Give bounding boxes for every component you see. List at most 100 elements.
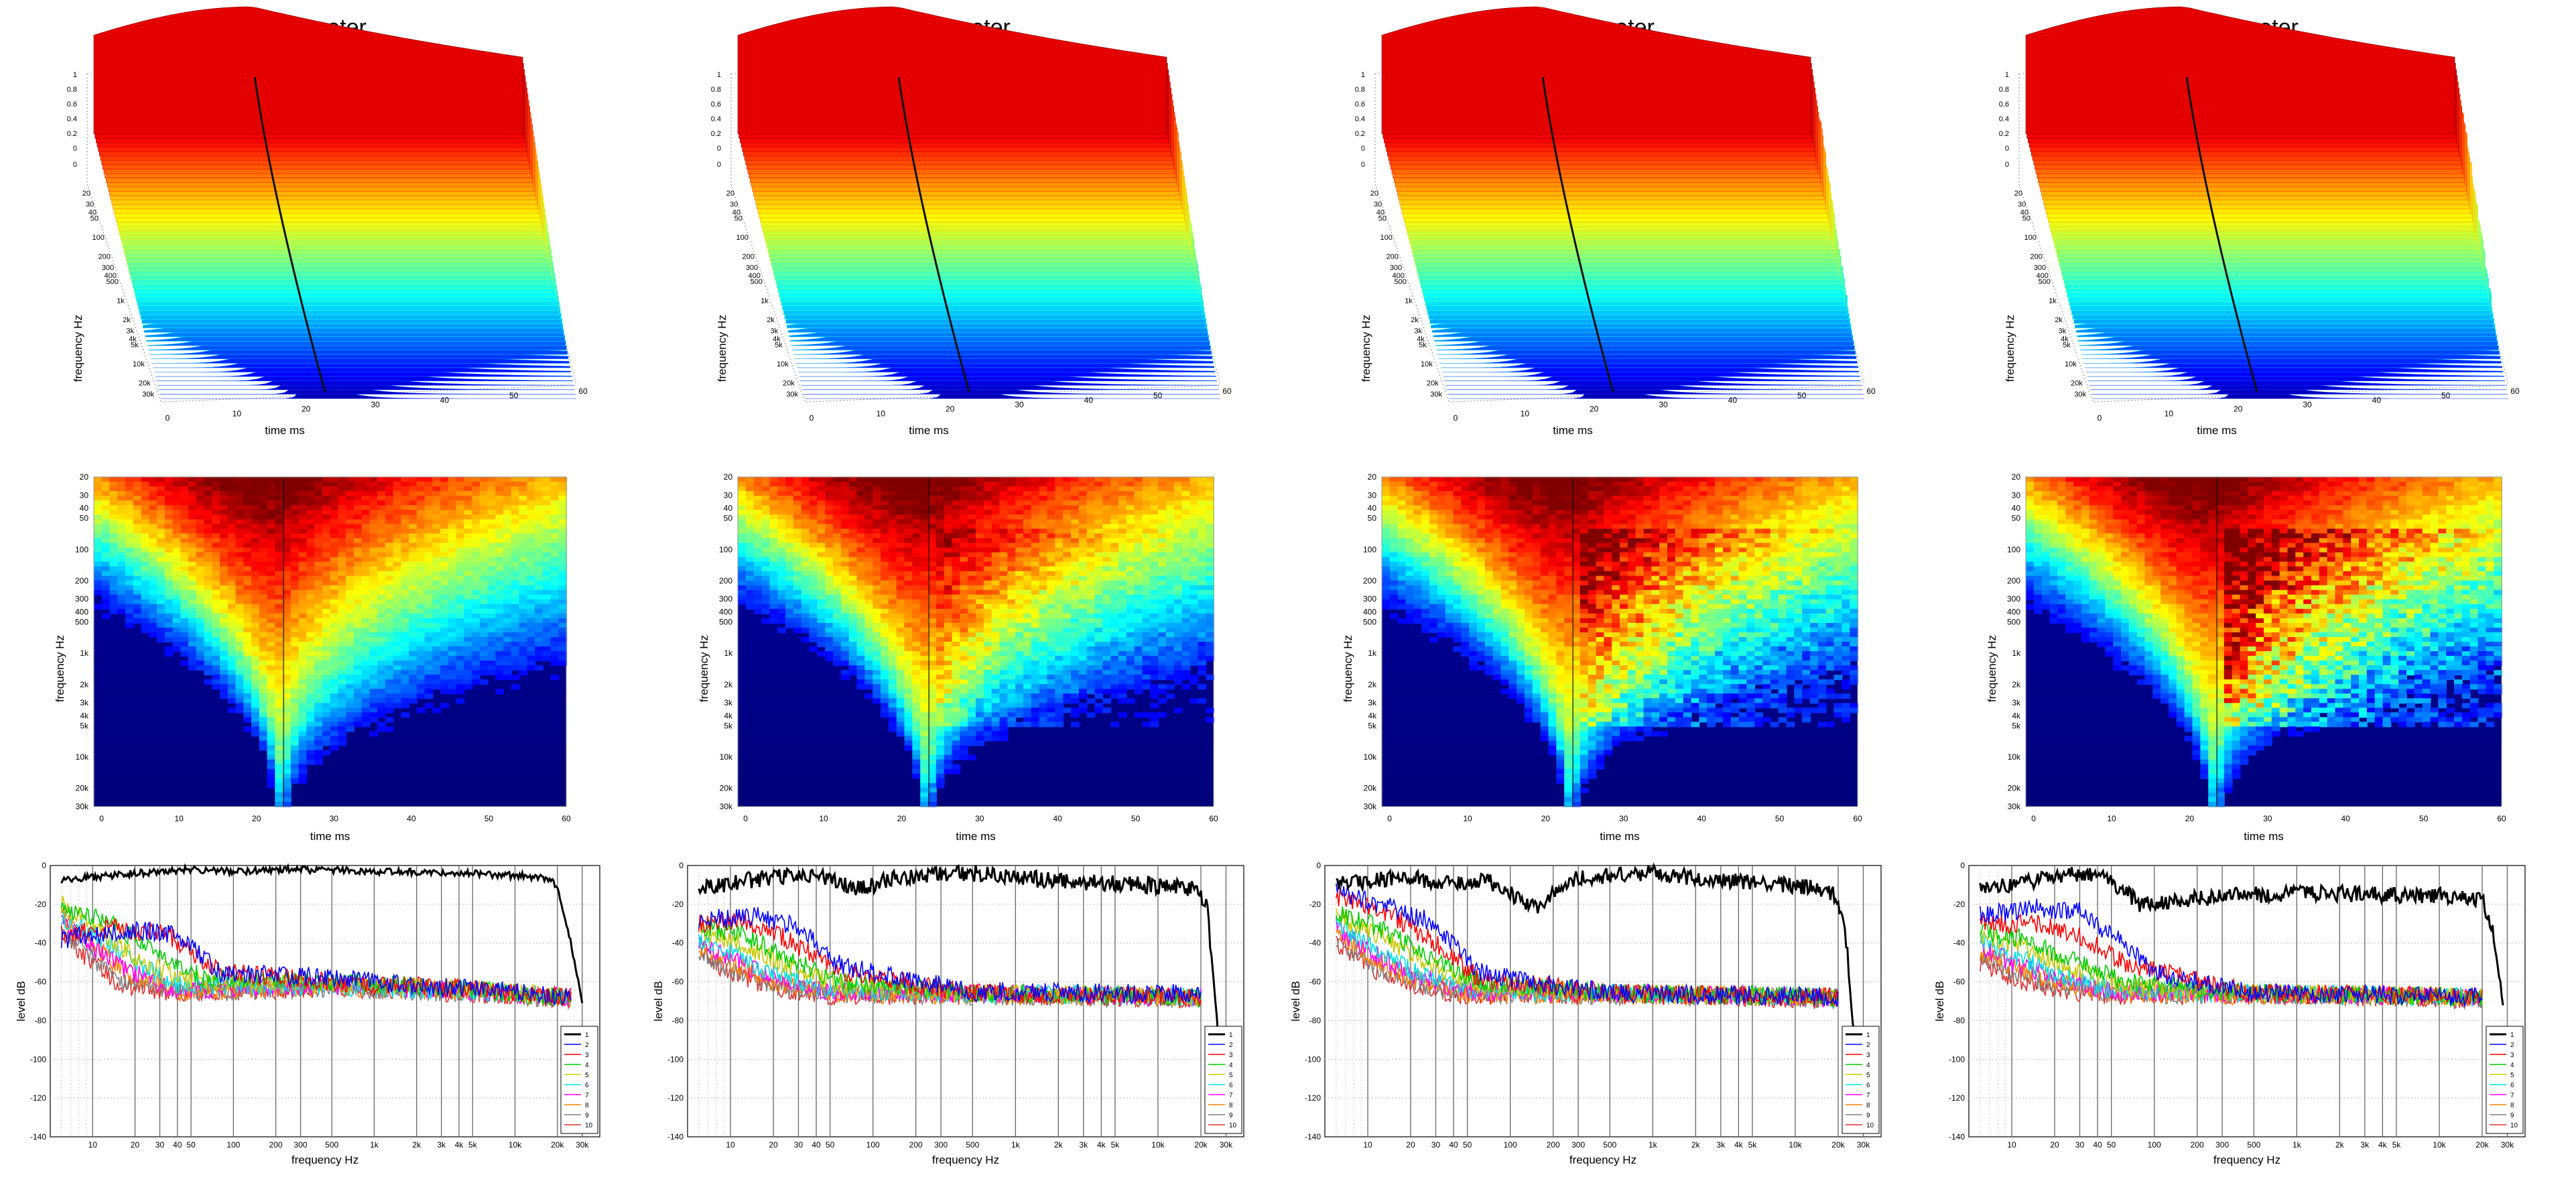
- heatmap-cell: [495, 571, 504, 577]
- heatmap-cell: [897, 553, 905, 558]
- heatmap-cell: [432, 623, 441, 628]
- heatmap-cell: [551, 524, 560, 529]
- heatmap-cell: [1047, 571, 1056, 577]
- heatmap-cell: [432, 637, 441, 642]
- heatmap-cell: [825, 623, 834, 628]
- heatmap-cell: [849, 538, 858, 543]
- heatmap-cell: [180, 482, 189, 487]
- heatmap-cell: [102, 576, 111, 581]
- heatmap-cell: [864, 533, 873, 539]
- heatmap-cell: [984, 543, 992, 548]
- heatmap-cell: [464, 684, 472, 689]
- heatmap-cell: [299, 637, 308, 642]
- heatmap-cell: [920, 496, 929, 501]
- heatmap-cell: [204, 656, 213, 661]
- heatmap-cell: [314, 693, 323, 699]
- heatmap-cell: [299, 712, 308, 717]
- heatmap-cell: [425, 656, 434, 661]
- heatmap-cell: [897, 600, 905, 605]
- heatmap-cell: [746, 505, 755, 510]
- heatmap-cell: [456, 500, 465, 506]
- heatmap-cell: [117, 553, 126, 558]
- heatmap-cell: [157, 557, 166, 563]
- heatmap-cell: [417, 562, 426, 567]
- heatmap-cell: [1174, 614, 1183, 619]
- heatmap-cell: [275, 538, 283, 543]
- heatmap-cell: [1071, 500, 1080, 506]
- heatmap-cell: [519, 538, 528, 543]
- heatmap-cell: [220, 618, 229, 624]
- heatmap-cell: [841, 571, 850, 577]
- heatmap-cell: [1118, 609, 1127, 614]
- heatmap-cell: [488, 600, 497, 605]
- heatmap-cell: [769, 524, 778, 529]
- heatmap-cell: [503, 500, 512, 506]
- heatmap-cell: [259, 614, 268, 619]
- heatmap-cell: [267, 590, 276, 596]
- heatmap-cell: [905, 486, 913, 492]
- heatmap-cell: [401, 609, 409, 614]
- heatmap-cell: [864, 524, 873, 529]
- heatmap-cell: [558, 595, 567, 600]
- heatmap-cell: [180, 618, 189, 624]
- heatmap-cell: [769, 514, 778, 520]
- heatmap-cell: [810, 543, 818, 548]
- heatmap-cell: [488, 491, 497, 496]
- heatmap-cell: [251, 557, 260, 563]
- heatmap-cell: [952, 553, 961, 558]
- heatmap-cell: [952, 576, 961, 581]
- heatmap-cell: [236, 642, 245, 647]
- heatmap-cell: [825, 538, 834, 543]
- heatmap-cell: [196, 651, 205, 656]
- heatmap-cell: [801, 500, 810, 506]
- heatmap-cell: [212, 529, 220, 534]
- heatmap-cell: [306, 661, 315, 666]
- heatmap-cell: [464, 477, 472, 482]
- heatmap-cell: [1126, 491, 1135, 496]
- heatmap-cell: [777, 562, 786, 567]
- heatmap-cell: [188, 623, 197, 628]
- heatmap-cell: [275, 774, 283, 779]
- y-tick-label: -100: [30, 1054, 46, 1064]
- heatmap-cell: [1000, 567, 1009, 572]
- heatmap-cell: [976, 595, 984, 600]
- heatmap-cell: [936, 514, 945, 520]
- heatmap-cell: [527, 510, 535, 515]
- heatmap-cell: [769, 491, 778, 496]
- heatmap-cell: [196, 642, 205, 647]
- heatmap-cell: [369, 514, 378, 520]
- heatmap-cell: [432, 585, 441, 591]
- heatmap-cell: [889, 600, 897, 605]
- heatmap-cell: [338, 717, 346, 723]
- heatmap-cell: [857, 524, 866, 529]
- heatmap-cell: [920, 505, 929, 510]
- heatmap-cell: [228, 637, 237, 642]
- heatmap-cell: [777, 538, 786, 543]
- heatmap-cell: [527, 524, 535, 529]
- heatmap-cell: [558, 623, 567, 628]
- heatmap-cell: [149, 533, 157, 539]
- heatmap-cell: [464, 623, 472, 628]
- heatmap-cell: [141, 500, 150, 506]
- heatmap-cell: [1182, 514, 1191, 520]
- heatmap-cell: [259, 693, 268, 699]
- freq-tick-label: 30: [80, 490, 89, 500]
- heatmap-cell: [267, 774, 276, 779]
- heatmap-cell: [299, 595, 308, 600]
- heatmap-cell: [243, 703, 252, 708]
- heatmap-cell: [291, 618, 300, 624]
- heatmap-cell: [1174, 496, 1183, 501]
- heatmap-cell: [196, 510, 205, 515]
- heatmap-cell: [1110, 547, 1119, 553]
- heatmap-cell: [259, 519, 268, 525]
- heatmap-cell: [857, 609, 866, 614]
- heatmap-cell: [212, 665, 220, 671]
- heatmap-cell: [369, 567, 378, 572]
- heatmap-cell: [889, 604, 897, 610]
- heatmap-cell: [1126, 547, 1135, 553]
- heatmap-cell: [1182, 496, 1191, 501]
- heatmap-cell: [346, 581, 355, 586]
- heatmap-cell: [385, 651, 394, 656]
- heatmap-cell: [495, 600, 504, 605]
- heatmap-cell: [984, 623, 992, 628]
